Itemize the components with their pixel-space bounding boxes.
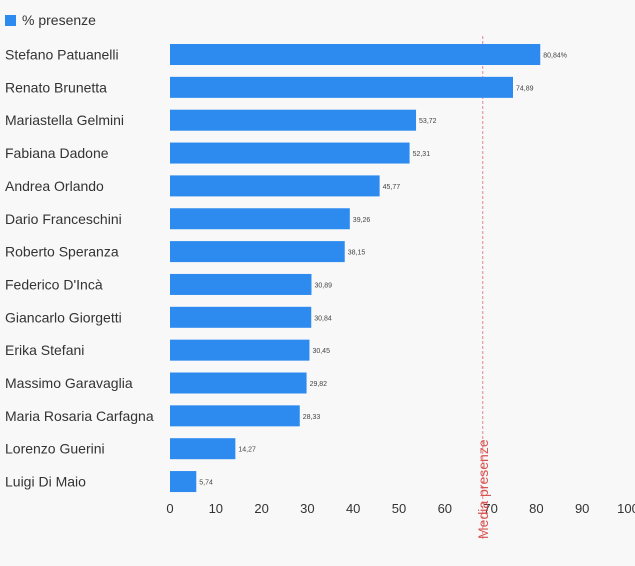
bar: [170, 339, 310, 361]
data-label: 28,33: [303, 414, 321, 421]
bar: [170, 241, 345, 263]
category-label: Fabiana Dadone: [5, 145, 109, 161]
bar: [170, 306, 312, 328]
average-reference-label: Media presenze: [475, 439, 491, 539]
bar: [170, 142, 410, 164]
category-label: Roberto Speranza: [5, 244, 119, 260]
data-label: 30,45: [312, 348, 330, 355]
x-tick-label: 60: [438, 501, 452, 516]
bar: [170, 471, 197, 493]
x-tick-label: 100: [617, 501, 635, 516]
bar: [170, 208, 350, 230]
legend-swatch-icon: [5, 14, 16, 26]
category-label: Dario Franceschini: [5, 211, 122, 227]
data-label: 53,72: [419, 118, 437, 125]
legend: % presenze: [5, 12, 96, 28]
legend-label: % presenze: [22, 12, 96, 28]
bar: [170, 438, 236, 460]
bar: [170, 175, 380, 197]
data-label: 74,89: [516, 85, 534, 92]
x-tick-label: 0: [166, 501, 173, 516]
data-label: 14,27: [238, 447, 256, 454]
category-label: Erika Stefani: [5, 342, 84, 358]
bar: [170, 44, 541, 65]
category-label: Andrea Orlando: [5, 178, 104, 194]
data-label: 30,84: [314, 315, 332, 322]
data-label: 29,82: [310, 381, 328, 388]
data-label: 52,31: [413, 151, 431, 158]
x-tick-label: 80: [529, 501, 543, 516]
category-label: Federico D'Incà: [5, 276, 103, 292]
data-label: 30,89: [314, 282, 332, 289]
category-label: Stefano Patuanelli: [5, 47, 119, 63]
x-tick-label: 90: [575, 501, 589, 516]
x-tick-label: 50: [392, 501, 406, 516]
category-label: Renato Brunetta: [5, 79, 107, 95]
bar: [170, 405, 300, 427]
category-label: Maria Rosaria Carfagna: [5, 408, 154, 424]
data-label: 39,26: [353, 217, 371, 224]
x-tick-label: 40: [346, 501, 360, 516]
data-label: 38,15: [348, 250, 366, 257]
bar: [170, 109, 417, 131]
x-tick-label: 70: [483, 501, 497, 516]
x-tick-label: 10: [209, 501, 223, 516]
data-label: 80,84%: [543, 53, 567, 60]
bar: [170, 372, 307, 394]
data-label: 5,74: [199, 480, 213, 487]
bar: [170, 76, 513, 98]
data-label: 45,77: [383, 184, 401, 191]
category-label: Massimo Garavaglia: [5, 375, 133, 391]
x-tick-label: 30: [300, 501, 314, 516]
category-label: Mariastella Gelmini: [5, 112, 124, 128]
category-label: Lorenzo Guerini: [5, 441, 105, 457]
category-label: Giancarlo Giorgetti: [5, 309, 122, 325]
category-label: Luigi Di Maio: [5, 474, 86, 490]
bar: [170, 273, 312, 295]
x-tick-label: 20: [254, 501, 268, 516]
